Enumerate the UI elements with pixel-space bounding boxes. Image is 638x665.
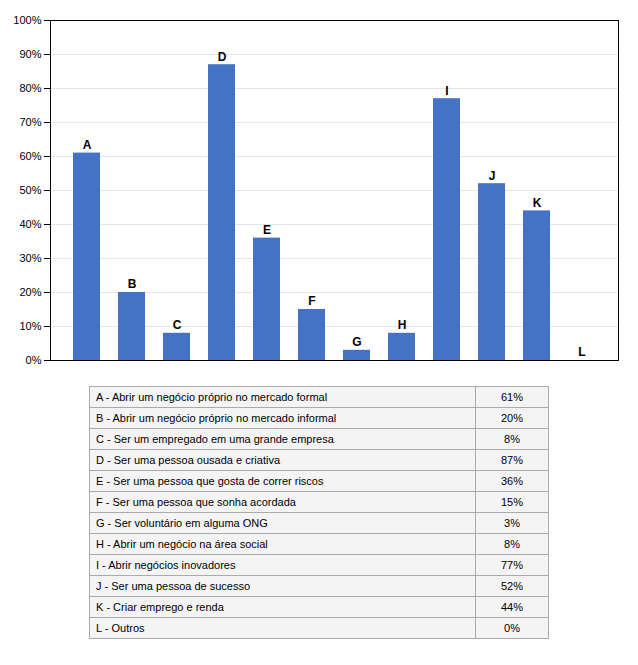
html-text:87%: 87% (501, 454, 523, 466)
svg-text:100%: 100% (13, 14, 41, 26)
svg-text:60%: 60% (19, 150, 41, 162)
svg-text:C: C (173, 318, 182, 332)
html-text:15%: 15% (501, 496, 523, 508)
html-text:8%: 8% (504, 538, 520, 550)
svg-text:80%: 80% (19, 82, 41, 94)
html-text:8%: 8% (504, 433, 520, 445)
svg-text:G: G (352, 335, 361, 349)
svg-text:B: B (128, 277, 137, 291)
svg-text:A: A (83, 138, 92, 152)
html-text:A - Abrir um negócio próprio n: A - Abrir um negócio próprio no mercado … (96, 391, 328, 403)
html-text:E - Ser uma pessoa que gosta d: E - Ser uma pessoa que gosta de correr r… (96, 475, 324, 487)
html-text:C - Ser um empregado em uma gr: C - Ser um empregado em uma grande empre… (96, 433, 334, 445)
html-text:K - Criar emprego e renda: K - Criar emprego e renda (96, 601, 224, 613)
html-text:0%: 0% (504, 622, 520, 634)
html-text:H - Abrir um negócio na área s: H - Abrir um negócio na área social (96, 538, 268, 550)
svg-text:J: J (489, 169, 496, 183)
svg-text:10%: 10% (19, 320, 41, 332)
html-text:B - Abrir um negócio próprio n: B - Abrir um negócio próprio no mercado … (96, 412, 337, 424)
svg-text:20%: 20% (19, 286, 41, 298)
svg-text:40%: 40% (19, 218, 41, 230)
svg-text:0%: 0% (26, 354, 42, 366)
html-text:G - Ser voluntário em alguma O: G - Ser voluntário em alguma ONG (96, 517, 268, 529)
html-text:20%: 20% (501, 412, 523, 424)
svg-text:F: F (308, 294, 315, 308)
svg-text:H: H (398, 318, 407, 332)
html-text:61%: 61% (501, 391, 523, 403)
html-text:36%: 36% (501, 475, 523, 487)
svg-text:50%: 50% (19, 184, 41, 196)
html-text:77%: 77% (501, 559, 523, 571)
html-text:44%: 44% (501, 601, 523, 613)
svg-text:D: D (218, 50, 227, 64)
svg-text:90%: 90% (19, 48, 41, 60)
html-text:F - Ser uma pessoa que sonha a: F - Ser uma pessoa que sonha acordada (96, 496, 296, 508)
svg-text:K: K (533, 196, 542, 210)
html-text:52%: 52% (501, 580, 523, 592)
svg-text:L: L (578, 345, 585, 359)
html-text:3%: 3% (504, 517, 520, 529)
svg-text:E: E (263, 223, 271, 237)
html-text:I - Abrir negócios inovadores: I - Abrir negócios inovadores (96, 559, 236, 571)
html-text:J - Ser uma pessoa de sucesso: J - Ser uma pessoa de sucesso (96, 580, 251, 592)
svg-text:I: I (445, 84, 448, 98)
html-text:D - Ser uma pessoa ousada e cr: D - Ser uma pessoa ousada e criativa (96, 454, 280, 466)
svg-text:70%: 70% (19, 116, 41, 128)
svg-text:30%: 30% (19, 252, 41, 264)
html-text:L - Outros: L - Outros (96, 622, 145, 634)
